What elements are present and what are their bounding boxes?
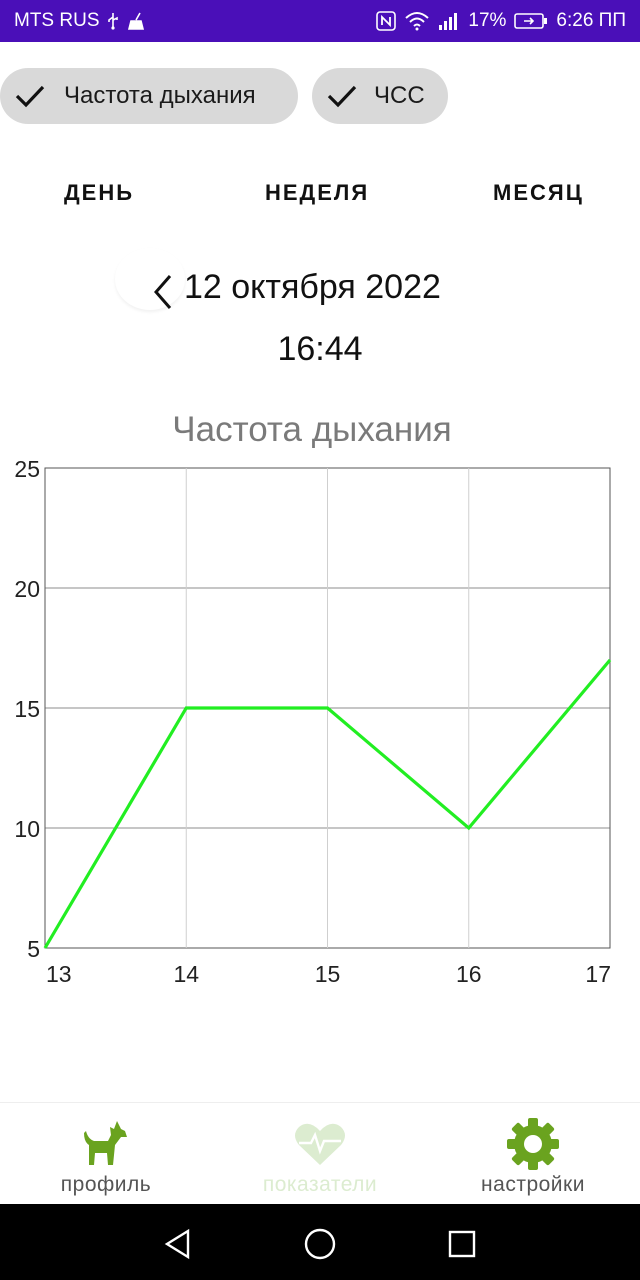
gear-icon [506,1117,560,1171]
date-label: 12 октября 2022 [184,268,441,306]
back-triangle-icon[interactable] [158,1224,198,1264]
clock: 6:26 ПП [556,10,626,31]
y-tick-label: 25 [14,456,40,482]
system-navigation-bar [0,1204,640,1280]
nav-label: настройки [481,1173,585,1196]
y-tick-label: 20 [14,576,40,602]
x-tick-label: 16 [456,961,482,987]
tab-week[interactable]: НЕДЕЛЯ [265,180,370,205]
usb-icon [106,12,120,30]
x-tick-label: 13 [46,961,72,987]
chevron-left-icon[interactable] [148,272,178,312]
bottom-navigation: профиль показатели [0,1102,640,1205]
nav-indicators[interactable]: показатели [245,1103,395,1205]
x-tick-label: 14 [173,961,199,987]
x-tick-label: 17 [585,961,611,987]
chip-breathing-rate[interactable]: Частота дыхания [0,68,298,124]
nav-label: показатели [262,1173,378,1196]
nav-profile[interactable]: профиль [40,1103,172,1205]
checkmark-icon [324,78,360,114]
chip-label: ЧСС [374,82,425,109]
recents-square-icon[interactable] [442,1224,482,1264]
cleaner-icon [126,12,146,30]
home-circle-icon[interactable] [300,1224,340,1264]
x-tick-label: 15 [315,961,341,987]
checkmark-icon [12,78,48,114]
chip-heart-rate[interactable]: ЧСС [312,68,448,124]
signal-icon [438,11,460,31]
tab-month[interactable]: МЕСЯЦ [493,180,584,205]
y-tick-label: 5 [27,936,40,962]
wifi-icon [404,11,430,31]
chip-label: Частота дыхания [64,82,256,109]
period-tabs: ДЕНЬ НЕДЕЛЯ МЕСЯЦ [0,180,640,220]
dog-icon [81,1117,131,1171]
y-tick-label: 15 [14,696,40,722]
nav-settings[interactable]: настройки [468,1103,598,1205]
nav-label: профиль [60,1173,152,1196]
carrier-label: MTS RUS [14,10,100,31]
time-label: 16:44 [277,330,363,368]
breathing-rate-chart: 5 10 15 20 25 13 14 15 16 17 [14,456,612,987]
battery-icon [514,12,548,30]
y-tick-label: 10 [14,816,40,842]
y-axis-ticks: 5 10 15 20 25 [14,456,40,962]
nfc-icon [376,11,397,31]
x-axis-ticks: 13 14 15 16 17 [46,961,611,987]
chart-series [43,658,612,949]
battery-percent: 17% [468,10,507,31]
tab-day[interactable]: ДЕНЬ [64,180,135,205]
status-bar: MTS RUS 17% 6:26 ПП [0,0,640,42]
chart-title: Частота дыхания [172,410,452,449]
heart-pulse-icon [293,1117,347,1171]
